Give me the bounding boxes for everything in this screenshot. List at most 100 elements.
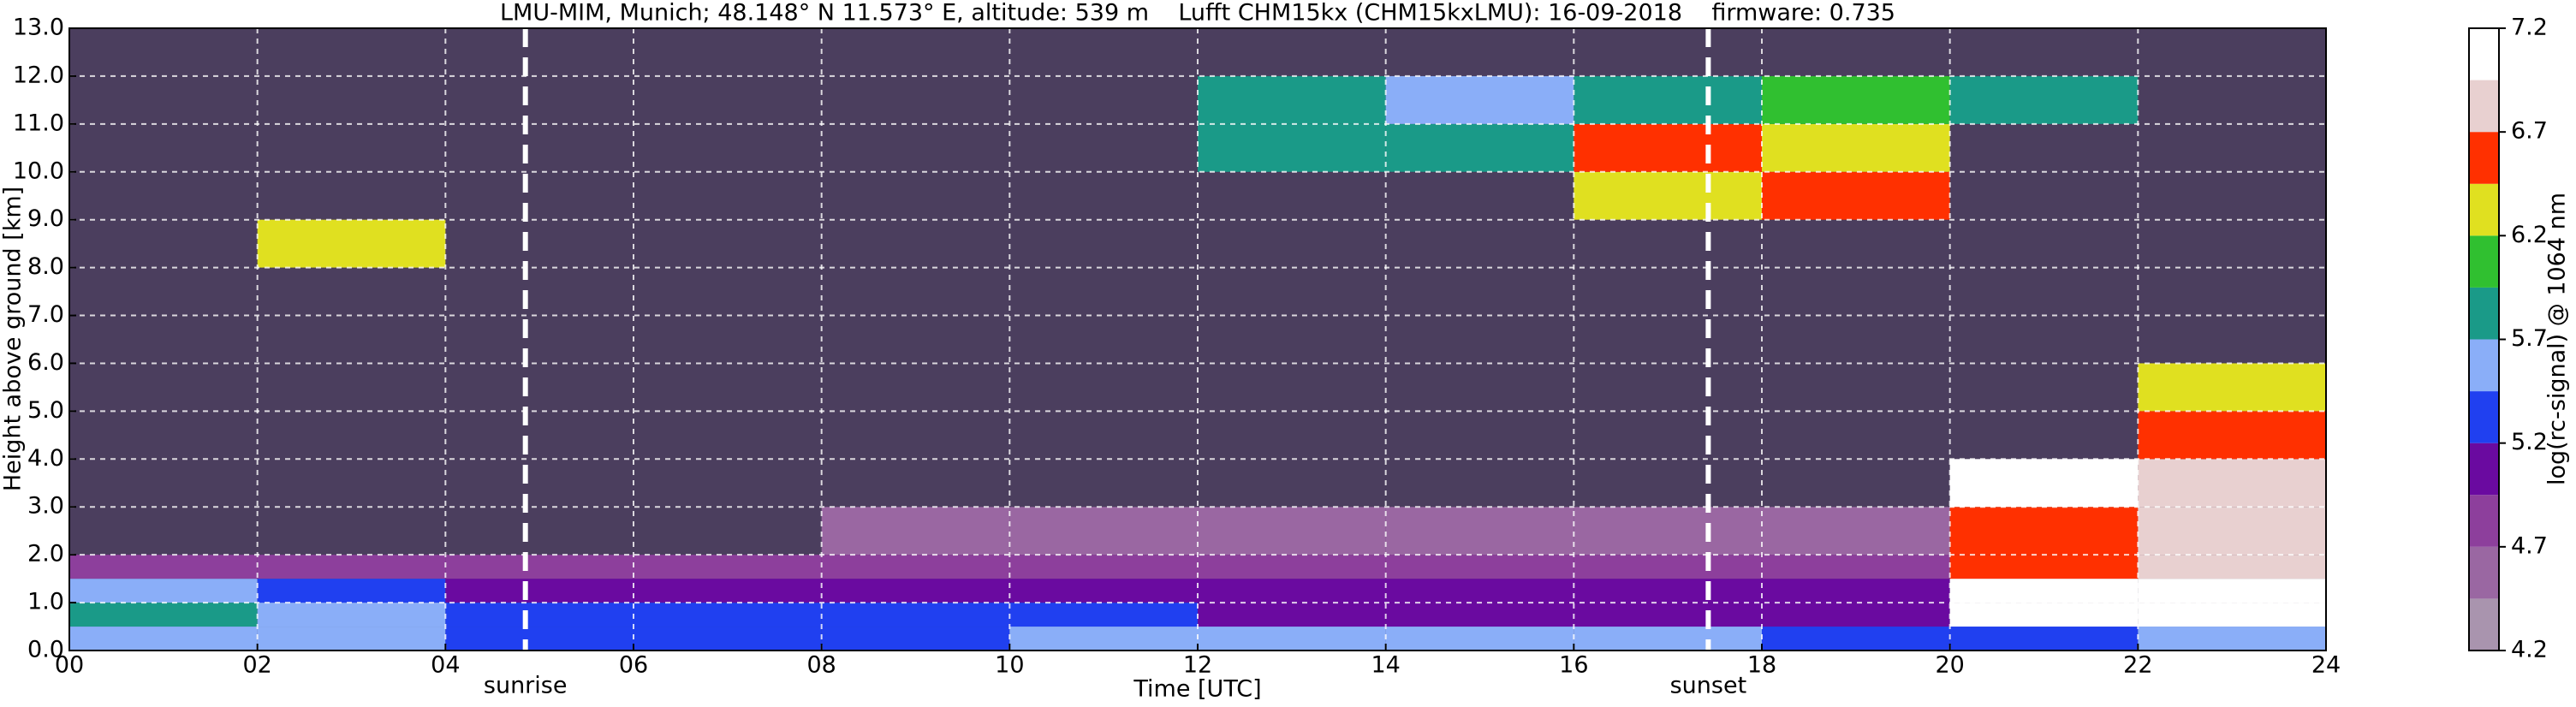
heatmap-cell xyxy=(1762,171,1950,220)
heatmap-cell xyxy=(1198,75,1386,124)
heatmap-cell xyxy=(1009,507,1198,556)
heatmap-cell xyxy=(1009,555,1198,579)
heatmap-cell xyxy=(445,555,634,579)
x-tick-label: 08 xyxy=(806,652,836,679)
y-tick-label: 8.0 xyxy=(27,253,64,280)
heatmap-cell xyxy=(1949,75,2139,124)
colorbar-segment xyxy=(2469,80,2499,133)
colorbar-segment xyxy=(2469,443,2499,496)
heatmap-cell xyxy=(257,579,446,603)
y-tick-label: 9.0 xyxy=(27,205,64,232)
colorbar-tick-label: 4.2 xyxy=(2511,637,2548,663)
heatmap-cell xyxy=(1762,579,1950,603)
heatmap-cell xyxy=(634,627,822,651)
x-axis-label: Time [UTC] xyxy=(1133,676,1261,703)
heatmap-cell xyxy=(1574,507,1762,556)
y-axis-label: Height above ground [km] xyxy=(0,187,27,491)
colorbar-segment xyxy=(2469,28,2499,80)
heatmap-cell xyxy=(1385,75,1574,124)
heatmap-cell xyxy=(821,579,1010,603)
heatmap-cell xyxy=(1949,603,2139,627)
colorbar-tick-label: 5.2 xyxy=(2511,429,2548,455)
heatmap-cell xyxy=(257,555,446,579)
heatmap-cell xyxy=(2138,579,2326,603)
x-tick-label: 20 xyxy=(1935,652,1964,679)
colorbar-segment xyxy=(2469,235,2499,288)
heatmap-cell xyxy=(821,555,1010,579)
heatmap-cell xyxy=(257,627,446,651)
heatmap-cell xyxy=(1385,507,1574,556)
heatmap-cell xyxy=(1198,507,1386,556)
colorbar-segment xyxy=(2469,546,2499,599)
y-tick-label: 13.0 xyxy=(13,15,64,41)
heatmap-cell xyxy=(2138,603,2326,627)
heatmap-cell xyxy=(1949,627,2139,651)
x-tick-label: 04 xyxy=(431,652,460,679)
colorbar-segment xyxy=(2469,132,2499,184)
heatmap-cell xyxy=(1198,579,1386,603)
heatmap-cell xyxy=(1949,579,2139,603)
x-tick-label: 06 xyxy=(619,652,648,679)
heatmap-cell xyxy=(257,603,446,627)
x-tick-label: 00 xyxy=(55,652,84,679)
heatmap-cell xyxy=(1009,627,1198,651)
colorbar-segment xyxy=(2469,391,2499,443)
x-tick-label: 22 xyxy=(2123,652,2152,679)
plot-frame xyxy=(68,27,2327,651)
heatmap-cell xyxy=(445,627,634,651)
heatmap-cell xyxy=(634,555,822,579)
heatmap-cell xyxy=(69,627,258,651)
heatmap-cell xyxy=(1574,171,1762,220)
heatmap-cell xyxy=(445,603,634,627)
annotation-label: sunrise xyxy=(484,673,568,699)
heatmap-cell xyxy=(69,603,258,627)
heatmap-cell xyxy=(69,579,258,603)
heatmap-cell xyxy=(1198,603,1386,627)
heatmap-cell xyxy=(1385,579,1574,603)
y-tick-label: 0.0 xyxy=(27,637,64,663)
heatmap-cell xyxy=(257,219,446,268)
x-tick-label: 12 xyxy=(1183,652,1212,679)
y-tick-label: 11.0 xyxy=(13,110,64,136)
x-tick-label: 24 xyxy=(2311,652,2341,679)
y-tick-label: 3.0 xyxy=(27,493,64,520)
colorbar-tick-label: 4.7 xyxy=(2511,532,2548,559)
heatmap-cell xyxy=(445,579,634,603)
heatmap-cell xyxy=(1762,555,1950,579)
colorbar-tick-label: 6.7 xyxy=(2511,118,2548,145)
colorbar-segment xyxy=(2469,287,2499,340)
y-tick-label: 2.0 xyxy=(27,541,64,567)
x-tick-label: 18 xyxy=(1747,652,1776,679)
x-tick-label: 16 xyxy=(1559,652,1588,679)
colorbar-label: log(rc-signal) @ 1064 nm xyxy=(2544,193,2571,485)
heatmap-cell xyxy=(1574,555,1762,579)
heatmap-cell xyxy=(2138,363,2326,412)
heatmap-cell xyxy=(821,507,1010,556)
heatmap-cell xyxy=(1385,603,1574,627)
heatmap-cell xyxy=(821,603,1010,627)
heatmap-cell xyxy=(1198,627,1386,651)
heatmap-cell xyxy=(1574,75,1762,124)
heatmap-cell xyxy=(1574,603,1762,627)
heatmap-cell xyxy=(1574,627,1762,651)
heatmap-cell xyxy=(1949,555,2139,579)
x-tick-label: 14 xyxy=(1371,652,1400,679)
colorbar-segment xyxy=(2469,339,2499,392)
heatmap-cell xyxy=(634,603,822,627)
colorbar-tick-label: 7.2 xyxy=(2511,15,2548,41)
heatmap-cell xyxy=(634,579,822,603)
heatmap-cell xyxy=(821,627,1010,651)
heatmap-cell xyxy=(1385,627,1574,651)
colorbar-segment xyxy=(2469,598,2499,651)
y-tick-label: 4.0 xyxy=(27,445,64,472)
heatmap-cell xyxy=(1385,123,1574,172)
heatmap-cell xyxy=(1574,123,1762,172)
x-tick-label: 10 xyxy=(995,652,1024,679)
y-tick-label: 6.0 xyxy=(27,349,64,376)
heatmap-cell xyxy=(1574,579,1762,603)
colorbar-tick-label: 6.2 xyxy=(2511,222,2548,248)
colorbar-segment xyxy=(2469,183,2499,236)
heatmap-cell xyxy=(1762,627,1950,651)
heatmap-cell xyxy=(1949,507,2139,556)
heatmap-cell xyxy=(1949,459,2139,508)
